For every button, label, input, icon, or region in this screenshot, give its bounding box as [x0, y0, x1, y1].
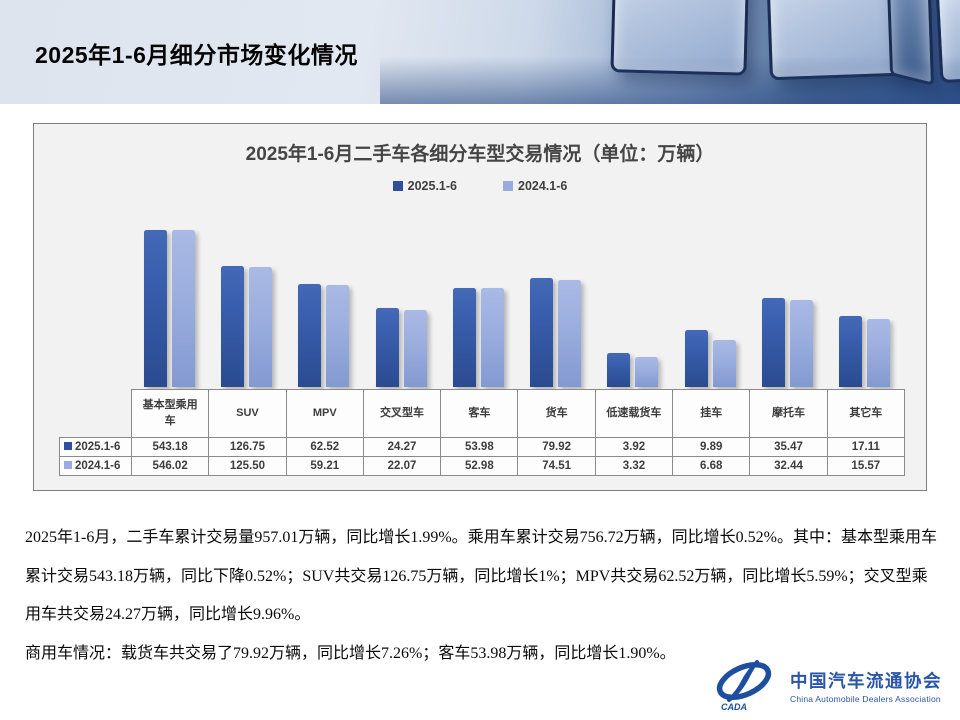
chart-bar-2024.1-6-SUV: [248, 267, 272, 387]
cada-badge-text: CADA: [721, 702, 747, 712]
logo-name-cn: 中国汽车流通协会: [790, 671, 942, 691]
chart-bar-2025.1-6-其它车: [839, 316, 863, 387]
category-header-cell: 摩托车: [749, 389, 828, 438]
chart-bar-2025.1-6-摩托车: [762, 298, 786, 387]
value-cell: 6.68: [672, 456, 751, 476]
chart-bar-2024.1-6-低速载货车: [635, 357, 659, 387]
cube-graphic: [766, 0, 906, 81]
category-header-cell: 低速载货车: [594, 389, 674, 438]
cube-graphic: [885, 0, 935, 87]
cube-graphic: [610, 0, 750, 76]
chart-bar-2024.1-6-挂车: [712, 340, 736, 387]
legend-item-2024: 2024.1-6: [503, 179, 567, 193]
value-cell: 35.47: [749, 437, 828, 457]
value-cell: 74.51: [517, 456, 596, 476]
paragraph-1: 2025年1-6月，二手车累计交易量957.01万辆，同比增长1.99%。乘用车…: [25, 529, 937, 623]
value-cell: 79.92: [517, 437, 596, 457]
chart-bar-2025.1-6-交叉型车: [375, 308, 399, 387]
value-cell: 24.27: [362, 437, 442, 457]
chart-bar-2024.1-6-客车: [480, 288, 504, 387]
chart-bar-2025.1-6-SUV: [220, 266, 244, 387]
category-header-cell: SUV: [208, 389, 287, 438]
category-header-cell: 挂车: [672, 389, 751, 438]
chart-legend: 2025.1-6 2024.1-6: [34, 179, 926, 193]
chart-bar-2025.1-6-低速载货车: [607, 353, 631, 387]
legend-item-2025: 2025.1-6: [392, 179, 457, 193]
legend-key-2025-icon: [392, 181, 403, 191]
category-header-cell: 货车: [517, 389, 596, 438]
legend-key-2024-icon: [503, 181, 513, 191]
value-cell: 59.21: [285, 456, 364, 476]
row-header-cell: 2024.1-6: [59, 456, 132, 476]
logo: CADA 中国汽车流通协会 China Automobile Dealers A…: [707, 660, 942, 712]
paragraph-2: 商用车情况：载货车共交易了79.92万辆，同比增长7.26%；客车53.98万辆…: [25, 644, 676, 662]
legend-label-2025: 2025.1-6: [407, 179, 457, 193]
cada-logo-icon: CADA: [716, 660, 772, 712]
page-title: 2025年1-6月细分市场变化情况: [35, 42, 358, 68]
chart-bar-2025.1-6-基本型乘用车: [143, 230, 167, 387]
chart-bar-2024.1-6-基本型乘用车: [171, 230, 195, 387]
summary-text: 2025年1-6月，二手车累计交易量957.01万辆，同比增长1.99%。乘用车…: [25, 519, 937, 673]
value-cell: 15.57: [826, 456, 905, 476]
chart-bar-2024.1-6-货车: [558, 280, 582, 387]
value-cell: 126.75: [208, 437, 287, 457]
category-header-cell: 其它车: [826, 389, 905, 438]
chart-panel: 2025年1-6月二手车各细分车型交易情况（单位：万辆） 2025.1-6 20…: [33, 123, 927, 491]
value-cell: 62.52: [285, 437, 364, 457]
series-key-swatch-icon: [64, 461, 72, 469]
chart-bar-2025.1-6-货车: [530, 278, 554, 387]
chart-bar-2024.1-6-其它车: [867, 319, 891, 387]
category-header-cell: 基本型乘用车: [130, 389, 210, 438]
chart-bar-2024.1-6-交叉型车: [403, 310, 427, 387]
table-corner-cell: [60, 390, 132, 438]
chart-title: 2025年1-6月二手车各细分车型交易情况（单位：万辆）: [245, 144, 715, 165]
chart-bar-2024.1-6-摩托车: [790, 300, 814, 387]
row-header-cell: 2025.1-6: [59, 437, 132, 457]
series-key-swatch-icon: [64, 442, 72, 450]
chart-bar-2025.1-6-挂车: [684, 330, 708, 387]
value-cell: 546.02: [130, 456, 210, 476]
value-cell: 53.98: [440, 437, 519, 457]
category-header-cell: MPV: [285, 389, 364, 438]
logo-name-en: China Automobile Dealers Association: [790, 694, 941, 704]
slide-header: 2025年1-6月细分市场变化情况: [0, 0, 960, 104]
value-cell: 17.11: [826, 437, 905, 457]
chart-bar-2025.1-6-客车: [452, 288, 476, 387]
legend-label-2024: 2024.1-6: [518, 179, 568, 193]
chart-data-table: 基本型乘用车 SUV MPV 交叉型车 客车 货车 低速载货车 挂车 摩托车 其它车 2025.1-…: [59, 389, 905, 476]
value-cell: 125.50: [208, 456, 287, 476]
value-cell: 52.98: [440, 456, 519, 476]
value-cell: 22.07: [362, 456, 442, 476]
chart-bar-2024.1-6-MPV: [326, 285, 350, 387]
value-cell: 9.89: [672, 437, 751, 457]
cube-graphic: [935, 0, 960, 84]
value-cell: 3.92: [594, 437, 674, 457]
category-header-cell: 交叉型车: [362, 389, 442, 438]
value-cell: 3.32: [594, 456, 674, 476]
value-cell: 32.44: [749, 456, 828, 476]
value-cell: 543.18: [130, 437, 210, 457]
category-header-cell: 客车: [440, 389, 519, 438]
chart-bar-2025.1-6-MPV: [298, 284, 322, 387]
